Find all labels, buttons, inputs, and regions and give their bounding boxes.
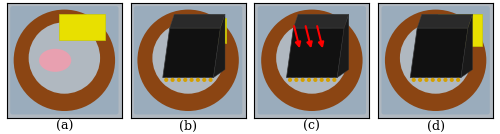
FancyBboxPatch shape: [438, 14, 482, 46]
Circle shape: [196, 78, 200, 82]
Circle shape: [437, 78, 441, 82]
Polygon shape: [214, 14, 225, 78]
FancyBboxPatch shape: [10, 6, 118, 114]
Circle shape: [307, 78, 311, 82]
Circle shape: [190, 78, 194, 82]
Circle shape: [183, 78, 188, 82]
Polygon shape: [410, 28, 468, 78]
Circle shape: [208, 78, 212, 82]
Text: (a): (a): [56, 119, 73, 133]
Circle shape: [424, 78, 428, 82]
Circle shape: [320, 78, 324, 82]
Circle shape: [326, 78, 330, 82]
Polygon shape: [337, 14, 349, 78]
Polygon shape: [294, 14, 349, 28]
Polygon shape: [286, 28, 344, 78]
Circle shape: [288, 78, 292, 82]
Circle shape: [450, 78, 454, 82]
Circle shape: [170, 78, 174, 82]
FancyBboxPatch shape: [378, 3, 493, 118]
Circle shape: [412, 78, 416, 82]
Text: (d): (d): [426, 119, 444, 133]
Ellipse shape: [261, 10, 362, 111]
FancyBboxPatch shape: [174, 18, 226, 43]
FancyBboxPatch shape: [130, 3, 246, 118]
Ellipse shape: [138, 10, 239, 111]
Ellipse shape: [385, 10, 486, 111]
FancyBboxPatch shape: [254, 3, 370, 118]
Ellipse shape: [14, 10, 115, 111]
Ellipse shape: [400, 22, 471, 94]
Polygon shape: [163, 28, 220, 78]
Circle shape: [456, 78, 460, 82]
Circle shape: [202, 78, 206, 82]
Circle shape: [444, 78, 448, 82]
Circle shape: [332, 78, 336, 82]
Circle shape: [164, 78, 168, 82]
Circle shape: [418, 78, 422, 82]
FancyBboxPatch shape: [7, 3, 122, 118]
Circle shape: [314, 78, 318, 82]
Circle shape: [177, 78, 181, 82]
Polygon shape: [417, 14, 472, 28]
Ellipse shape: [39, 49, 72, 72]
Ellipse shape: [276, 22, 347, 94]
Ellipse shape: [152, 22, 224, 94]
FancyBboxPatch shape: [134, 6, 242, 114]
Polygon shape: [170, 14, 225, 28]
Text: (b): (b): [179, 119, 197, 133]
Text: (c): (c): [304, 119, 320, 133]
FancyBboxPatch shape: [258, 6, 366, 114]
Circle shape: [294, 78, 298, 82]
Circle shape: [300, 78, 304, 82]
Ellipse shape: [28, 22, 100, 94]
Polygon shape: [461, 14, 472, 78]
FancyBboxPatch shape: [382, 6, 490, 114]
Circle shape: [430, 78, 435, 82]
FancyBboxPatch shape: [58, 14, 104, 40]
